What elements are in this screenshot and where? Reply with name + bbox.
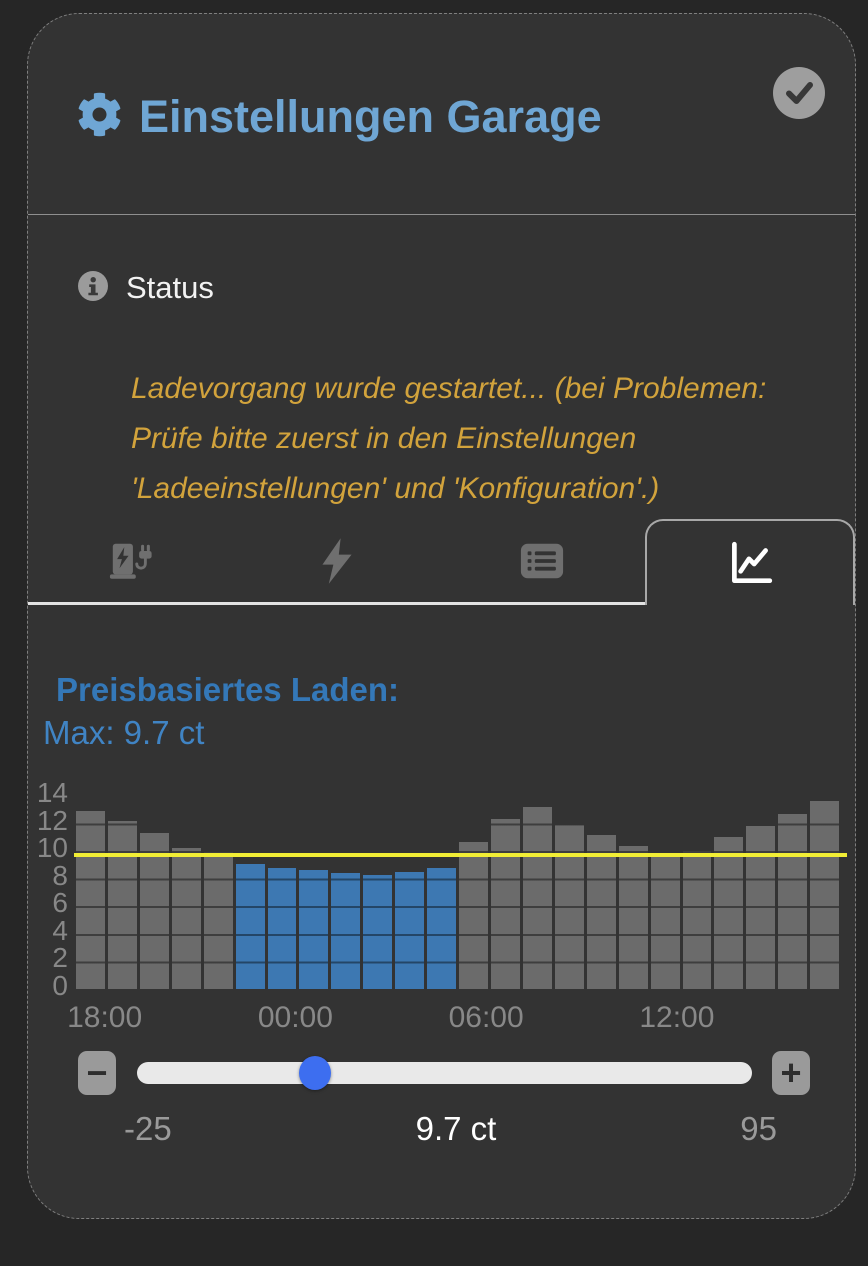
x-axis-tick: 18:00 <box>67 1001 143 1034</box>
slider-value-label: 9.7 ct <box>415 1110 497 1147</box>
status-message: Ladevorgang wurde gestartet... (bei Prob… <box>131 372 767 505</box>
y-axis-tick: 4 <box>52 914 68 946</box>
increase-button[interactable]: + <box>772 1051 810 1095</box>
chart-bar <box>459 841 488 989</box>
y-axis-tick: 12 <box>36 804 68 836</box>
chart-bar <box>395 871 425 989</box>
chart-bar <box>171 847 201 989</box>
tab-power[interactable] <box>233 519 440 605</box>
price-slider-row: − + <box>78 1050 810 1096</box>
bolt-icon <box>317 536 357 586</box>
x-axis-tick: 06:00 <box>448 1001 524 1034</box>
tab-bar <box>28 519 855 605</box>
chart-line-icon <box>725 538 775 588</box>
chart-bar <box>714 837 744 989</box>
tab-details-list[interactable] <box>439 519 646 605</box>
chart-bar <box>139 833 169 989</box>
price-slider[interactable] <box>137 1056 752 1090</box>
gear-icon <box>77 90 122 137</box>
chart-bar <box>682 850 712 989</box>
chart-plot: 0 2 4 6 8 10 12 14 18:00 00:00 06:00 12:00 <box>37 779 847 1034</box>
status-header: Status <box>78 270 214 306</box>
page-title: Einstellungen Garage <box>77 85 697 148</box>
check-icon <box>773 66 825 121</box>
y-axis-tick: 14 <box>36 777 68 808</box>
chart-bar <box>522 807 552 989</box>
list-icon <box>519 541 565 581</box>
chart-bar <box>363 874 393 989</box>
info-icon <box>78 270 108 306</box>
max-price-label: Max: 9.7 ct <box>43 714 205 751</box>
tab-charging-station[interactable] <box>28 519 234 605</box>
ev-charger-icon <box>108 538 154 584</box>
status-label: Status <box>126 270 214 305</box>
slider-handle[interactable] <box>298 1056 331 1090</box>
slider-min-label: -25 <box>124 1110 172 1147</box>
chart-bar <box>810 800 840 989</box>
y-axis-tick: 0 <box>52 970 68 1001</box>
chart-bar <box>235 863 265 989</box>
chart-bar <box>554 824 584 989</box>
y-axis-tick: 6 <box>52 887 68 919</box>
chart-bar <box>299 870 329 989</box>
page-title-text: Einstellungen Garage <box>139 91 602 143</box>
price-chart: 0 2 4 6 8 10 12 14 18:00 00:00 06:00 12:00 <box>28 779 855 1034</box>
y-axis-tick: 2 <box>52 942 68 974</box>
decrease-button[interactable]: − <box>78 1051 116 1095</box>
chart-bar <box>267 868 297 989</box>
tab-price-chart[interactable] <box>645 519 855 605</box>
slider-max-label: 95 <box>740 1110 777 1147</box>
chart-bar <box>778 813 808 989</box>
chart-bar <box>586 834 616 989</box>
slider-track[interactable] <box>137 1062 752 1084</box>
y-axis-tick: 10 <box>36 832 68 864</box>
chart-bar <box>107 820 137 989</box>
chart-bar <box>203 851 233 989</box>
settings-dialog: Einstellungen Garage Status Ladevorgang … <box>27 13 856 1219</box>
chart-bar <box>746 826 776 989</box>
dialog-header: Einstellungen Garage <box>28 14 855 215</box>
chart-bar <box>490 819 520 989</box>
slider-labels: -25 9.7 ct 95 <box>124 1110 777 1148</box>
x-axis-tick: 12:00 <box>639 1001 715 1034</box>
chart-bar <box>331 873 361 989</box>
chart-bar <box>76 811 105 989</box>
section-heading: Preisbasiertes Laden: <box>56 671 399 709</box>
y-axis-tick: 8 <box>52 859 68 891</box>
chart-bar <box>618 845 648 989</box>
chart-bar <box>650 852 680 989</box>
x-axis-tick: 00:00 <box>257 1001 333 1034</box>
chart-bar <box>427 867 457 989</box>
confirm-button[interactable] <box>773 67 825 119</box>
threshold-line <box>74 853 847 858</box>
